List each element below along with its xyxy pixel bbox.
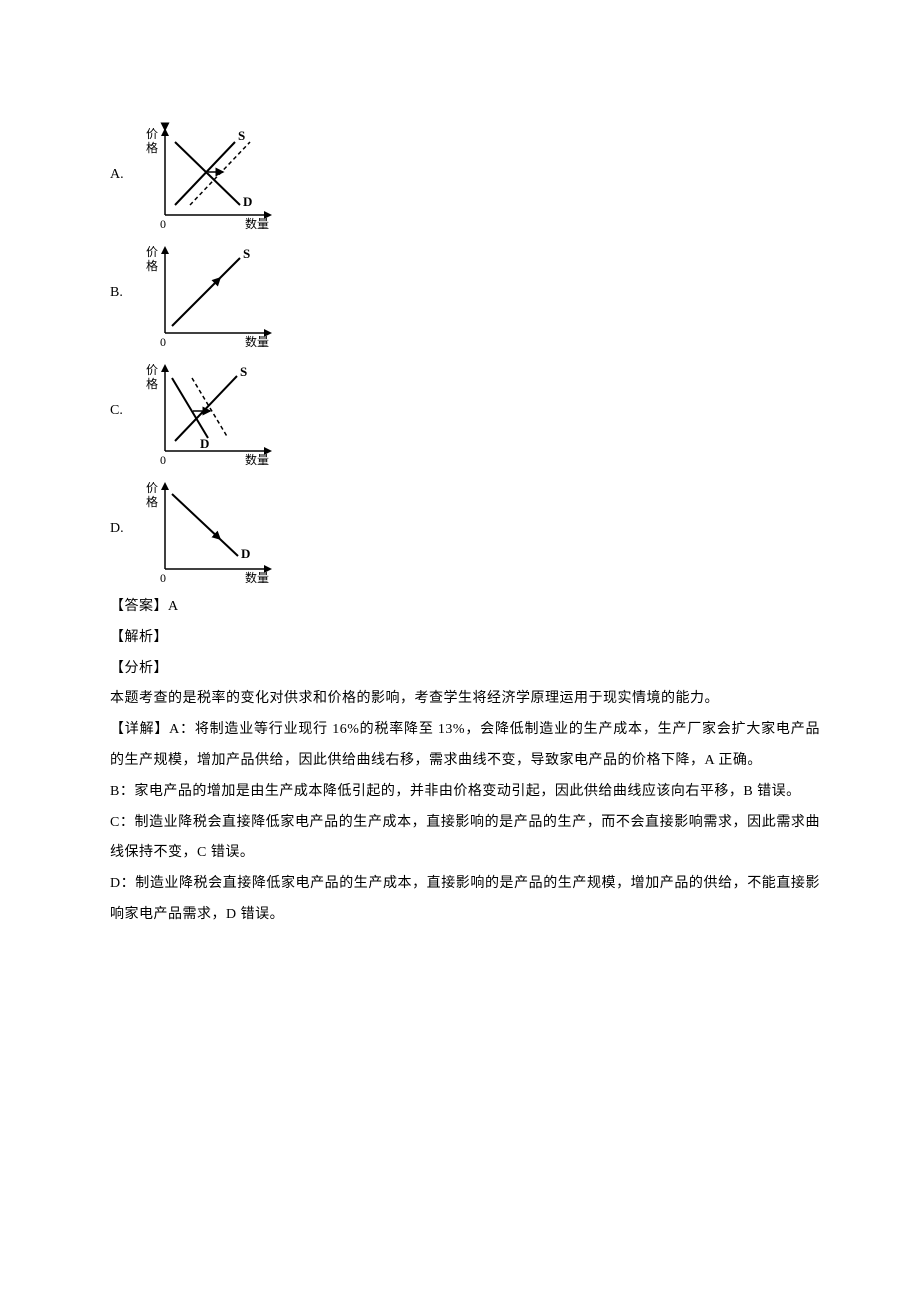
chart-a: 价 格 0 数量 S D: [140, 120, 280, 230]
chart-b: 价 格 0 数量 S: [140, 238, 280, 348]
origin-label: 0: [160, 217, 166, 230]
detail-d: D：制造业降税会直接降低家电产品的生产成本，直接影响的是产品的生产规模，增加产品…: [110, 869, 820, 931]
detail-c: C：制造业降税会直接降低家电产品的生产成本，直接影响的是产品的生产，而不会直接影…: [110, 808, 820, 870]
y-axis-label: 价: [146, 127, 158, 141]
analysis-body: 本题考查的是税率的变化对供求和价格的影响，考查学生将经济学原理运用于现实情境的能…: [110, 684, 820, 715]
svg-text:价: 价: [146, 481, 158, 495]
svg-text:D: D: [241, 546, 250, 561]
svg-text:数量: 数量: [245, 570, 269, 584]
svg-text:格: 格: [146, 140, 158, 155]
svg-text:格: 格: [146, 258, 158, 273]
option-a-row: A. 价 格 0 数量 S D: [110, 120, 820, 230]
svg-text:价: 价: [146, 363, 158, 377]
option-d-label: D.: [110, 514, 140, 545]
svg-text:0: 0: [160, 453, 166, 466]
detail-a: 【详解】A：将制造业等行业现行 16%的税率降至 13%，会降低制造业的生产成本…: [110, 715, 820, 777]
option-a-label: A.: [110, 160, 140, 191]
svg-text:0: 0: [160, 571, 166, 584]
s-label: S: [238, 128, 245, 143]
explanation-header: 【解析】: [110, 623, 820, 654]
option-c-row: C. 价 格 0 数量 S D: [110, 356, 820, 466]
svg-text:数量: 数量: [245, 334, 269, 348]
answer-value: A: [168, 599, 179, 614]
svg-text:格: 格: [146, 494, 158, 509]
option-b-label: B.: [110, 278, 140, 309]
detail-a-text: A：将制造业等行业现行 16%的税率降至 13%，会降低制造业的生产成本，生产厂…: [110, 722, 820, 768]
detail-b: B：家电产品的增加是由生产成本降低引起的，并非由价格变动引起，因此供给曲线应该向…: [110, 777, 820, 808]
svg-text:价: 价: [146, 245, 158, 259]
svg-text:D: D: [200, 436, 209, 451]
svg-text:S: S: [243, 246, 250, 261]
svg-text:数量: 数量: [245, 452, 269, 466]
x-axis-label: 数量: [245, 216, 269, 230]
chart-c: 价 格 0 数量 S D: [140, 356, 280, 466]
svg-text:0: 0: [160, 335, 166, 348]
answer-label: 【答案】: [110, 599, 168, 614]
answer-line: 【答案】A: [110, 592, 820, 623]
analysis-header: 【分析】: [110, 654, 820, 685]
document-page: A. 价 格 0 数量 S D: [0, 0, 920, 991]
svg-text:格: 格: [146, 376, 158, 391]
option-d-row: D. 价 格 0 数量 D: [110, 474, 820, 584]
svg-text:S: S: [240, 364, 247, 379]
chart-d: 价 格 0 数量 D: [140, 474, 280, 584]
option-c-label: C.: [110, 396, 140, 427]
option-b-row: B. 价 格 0 数量 S: [110, 238, 820, 348]
d-label: D: [243, 194, 252, 209]
detail-header: 【详解】: [110, 722, 169, 737]
